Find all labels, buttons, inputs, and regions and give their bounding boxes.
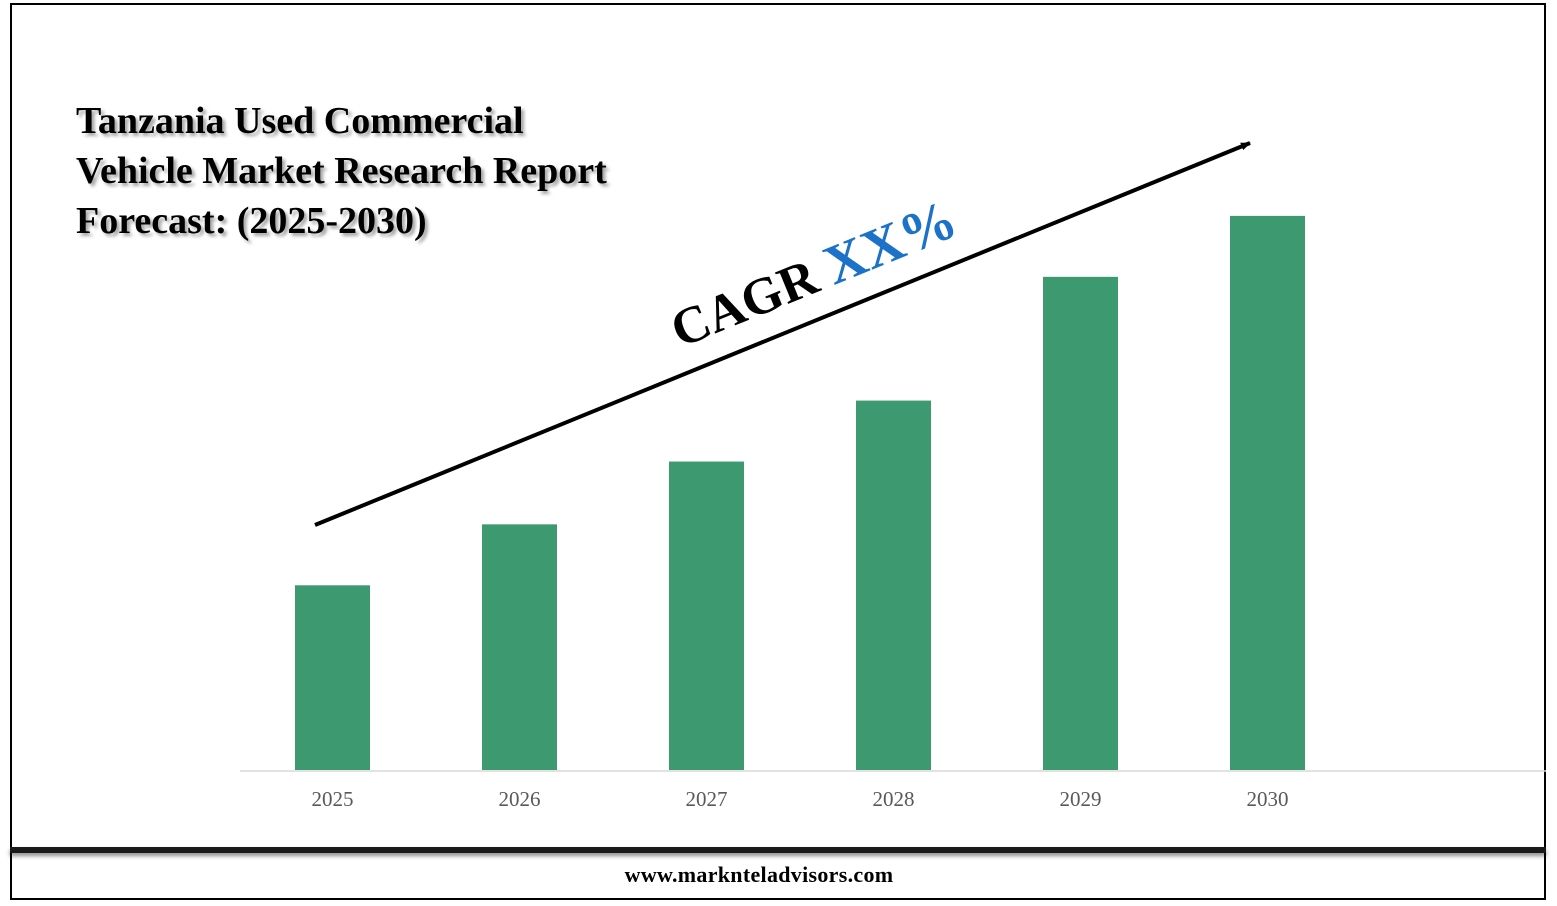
bar-2029 [1043, 276, 1118, 770]
footer-divider [10, 847, 1546, 853]
cagr-annotation: CAGR XX% [661, 188, 965, 360]
x-tick-2026: 2026 [499, 787, 541, 811]
bar-2026 [482, 524, 557, 770]
x-tick-2027: 2027 [686, 787, 728, 811]
bar-2028 [856, 400, 931, 770]
bars-group [295, 215, 1305, 771]
footer-url[interactable]: www.marknteladvisors.com [624, 862, 894, 887]
x-tick-2028: 2028 [873, 787, 915, 811]
cagr-value: XX% [815, 188, 965, 297]
x-tick-2029: 2029 [1060, 787, 1102, 811]
x-tick-2030: 2030 [1247, 787, 1289, 811]
trend-arrow [314, 141, 1251, 527]
bar-2030 [1230, 215, 1305, 771]
bar-2027 [669, 461, 744, 770]
chart-frame [10, 3, 1546, 900]
x-tick-labels: 2025 2026 2027 2028 2029 2030 [312, 787, 1289, 811]
x-tick-2025: 2025 [312, 787, 354, 811]
cagr-prefix: CAGR [663, 244, 838, 360]
chart-title: Tanzania Used Commercial Vehicle Market … [76, 100, 607, 242]
bar-2025 [295, 585, 370, 770]
